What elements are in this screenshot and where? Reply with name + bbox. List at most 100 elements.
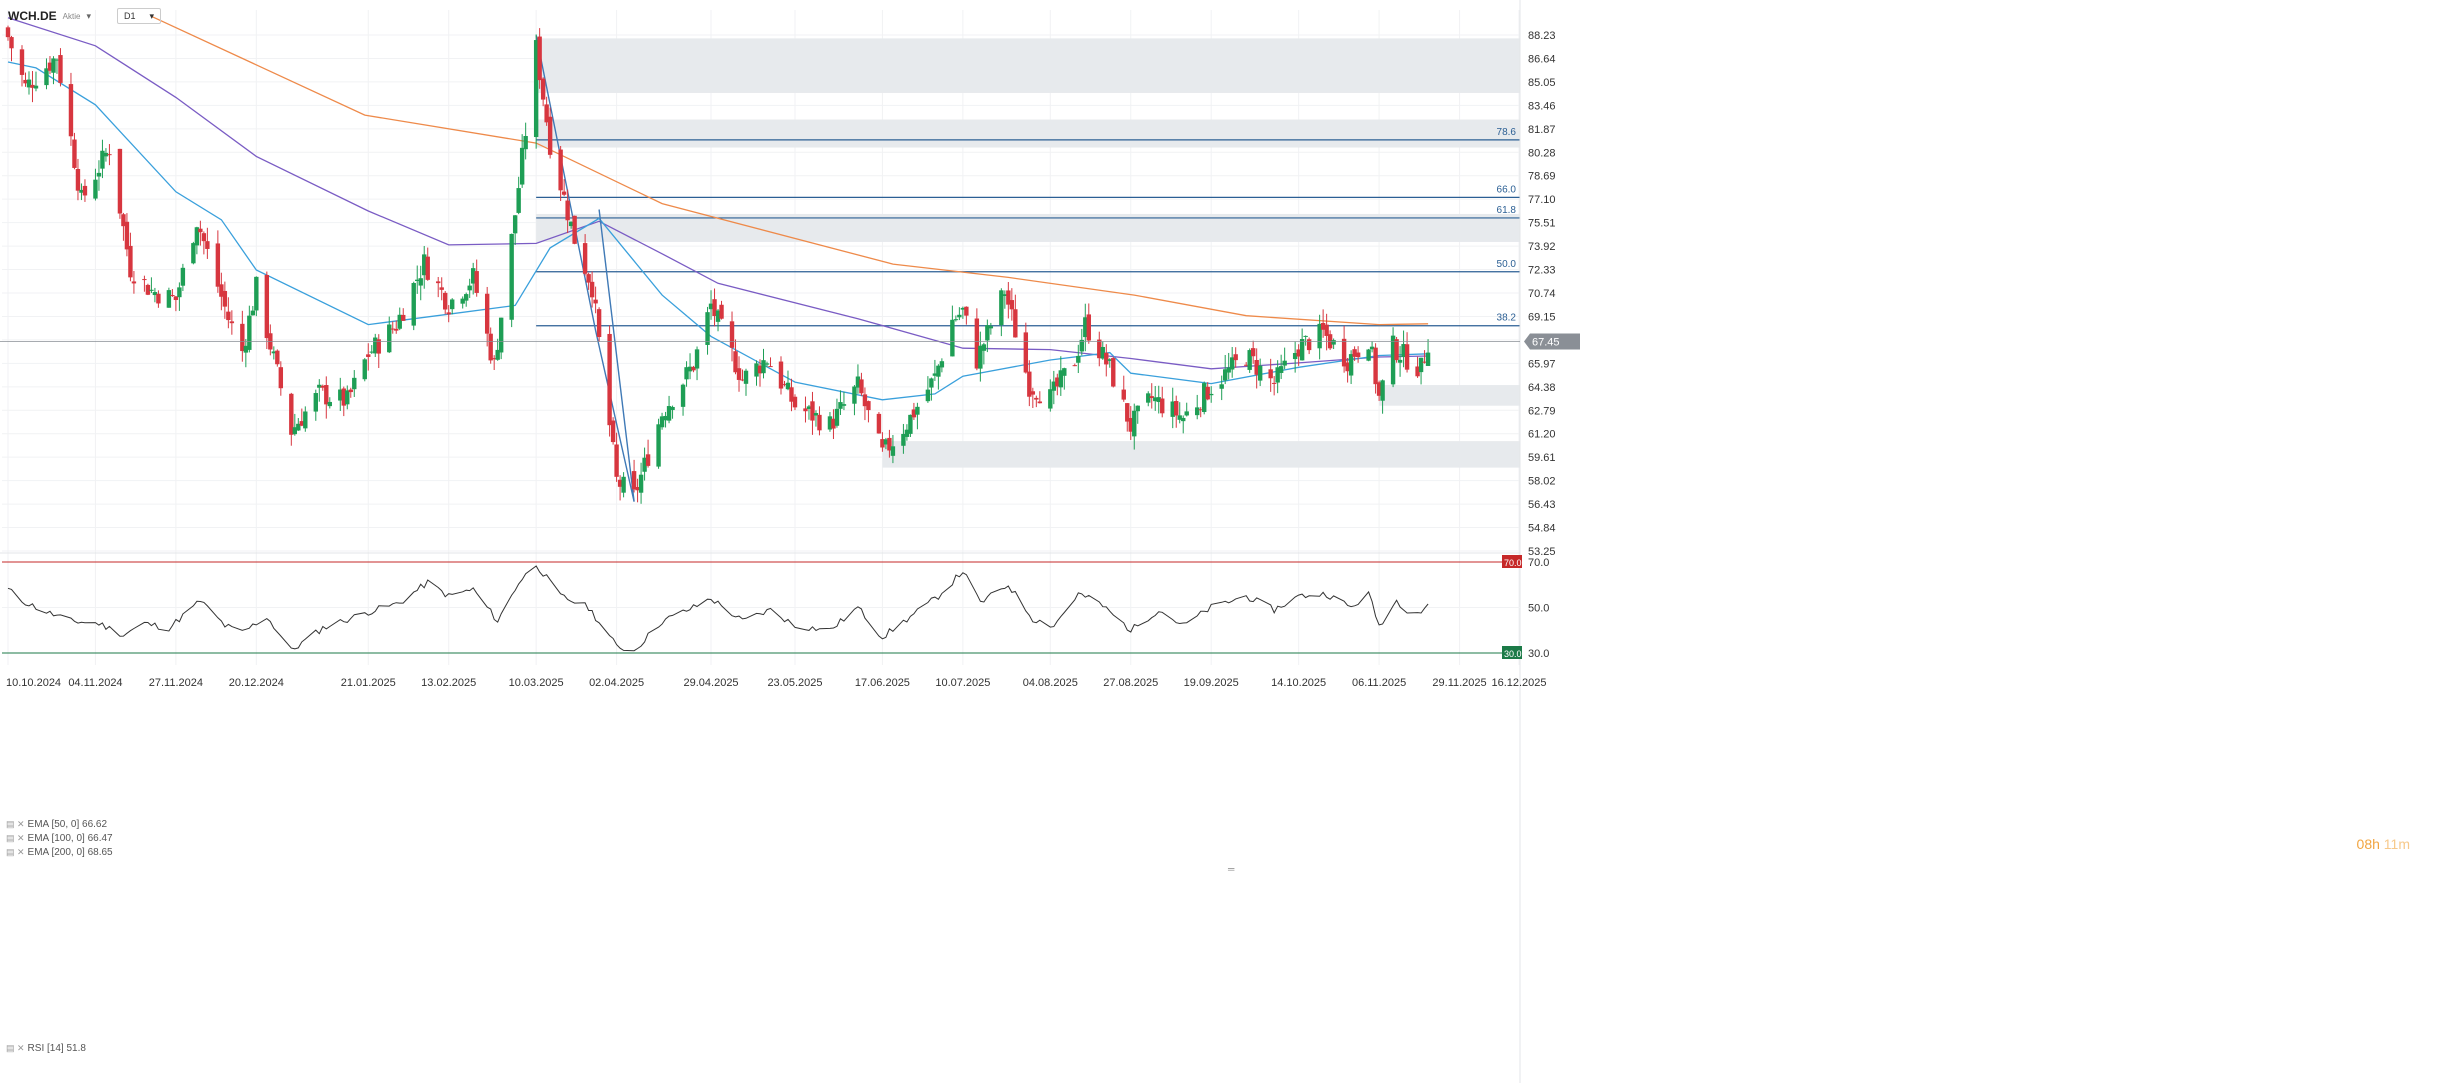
- candle-body: [271, 351, 277, 354]
- candle: [890, 434, 896, 464]
- candle-body: [558, 149, 563, 191]
- candle: [859, 372, 864, 396]
- candle: [715, 309, 721, 332]
- candle-body: [1397, 359, 1403, 363]
- date-tick-label: 21.01.2025: [341, 677, 396, 689]
- candle: [1181, 415, 1186, 434]
- candle-body: [1324, 324, 1329, 336]
- candle-body: [936, 365, 941, 377]
- pane-resize-handle[interactable]: ═: [1228, 864, 1235, 874]
- candle: [932, 359, 938, 381]
- ema50-legend[interactable]: ▤ ✕ EMA [50, 0] 66.62: [6, 819, 108, 830]
- candle: [72, 132, 77, 170]
- rsi-tick-label: 30.0: [1528, 648, 1549, 660]
- settings-icon[interactable]: ▤ ✕: [6, 833, 25, 843]
- candle-body: [240, 323, 245, 352]
- candle-body: [1278, 366, 1284, 373]
- candle: [1209, 386, 1214, 403]
- candle-body: [635, 486, 640, 491]
- symbol-label[interactable]: WCH.DE: [8, 9, 57, 23]
- candle-body: [509, 233, 514, 320]
- candle-body: [226, 311, 231, 321]
- candle-body: [565, 200, 570, 221]
- date-tick-label: 06.11.2025: [1352, 677, 1406, 689]
- candle-body: [712, 299, 717, 317]
- candle-body: [1051, 381, 1057, 391]
- candle-body: [292, 427, 298, 435]
- candle-body: [817, 414, 822, 431]
- chevron-down-icon[interactable]: ▾: [86, 10, 91, 21]
- candle-body: [96, 172, 102, 177]
- candle: [1160, 386, 1165, 418]
- candle-body: [1048, 389, 1053, 409]
- rsi-legend[interactable]: ▤ ✕ RSI [14] 51.8: [6, 1043, 86, 1054]
- candle: [813, 410, 819, 427]
- candle-body: [953, 319, 959, 321]
- candle-body: [656, 424, 661, 467]
- candle-body: [82, 185, 88, 196]
- candle-body: [1222, 369, 1228, 381]
- candle-body: [436, 281, 441, 284]
- candle: [1233, 347, 1238, 368]
- price-tick-label: 83.46: [1528, 100, 1556, 112]
- candle: [666, 395, 672, 424]
- candle-body: [128, 245, 133, 278]
- candle-body: [1104, 352, 1109, 365]
- candle-body: [278, 367, 284, 389]
- settings-icon[interactable]: ▤ ✕: [6, 819, 25, 829]
- candle-body: [904, 429, 910, 437]
- candle: [883, 437, 889, 450]
- candle: [792, 394, 798, 411]
- candle: [1034, 395, 1039, 408]
- candle-body: [593, 299, 598, 304]
- candle-body: [1111, 358, 1116, 387]
- candle: [617, 475, 623, 501]
- candle: [1243, 362, 1249, 367]
- candle: [418, 265, 423, 301]
- candle: [93, 168, 98, 201]
- candle-body: [670, 406, 675, 411]
- candle: [1303, 335, 1308, 346]
- candle: [373, 333, 378, 357]
- candle-body: [1317, 323, 1322, 349]
- candle-body: [1107, 359, 1112, 361]
- candle-body: [1121, 389, 1126, 400]
- candle-body: [1097, 339, 1102, 359]
- candle-body: [1247, 350, 1252, 370]
- candle: [659, 412, 665, 430]
- candle-body: [194, 227, 200, 246]
- candle-body: [401, 314, 406, 321]
- candle: [621, 472, 626, 498]
- candle: [1153, 385, 1158, 411]
- candle: [1104, 344, 1109, 377]
- candle: [1394, 336, 1399, 363]
- timeframe-select[interactable]: D1 ▾: [117, 8, 162, 24]
- candle-body: [215, 243, 221, 287]
- candle-body: [296, 423, 301, 431]
- settings-icon[interactable]: ▤ ✕: [6, 1043, 25, 1053]
- ema200-legend[interactable]: ▤ ✕ EMA [200, 0] 68.65: [6, 847, 113, 858]
- date-tick-label: 10.03.2025: [509, 677, 564, 689]
- candle: [317, 379, 322, 402]
- candle: [352, 370, 357, 397]
- candle-body: [348, 389, 353, 393]
- candle: [103, 148, 109, 162]
- candle: [488, 327, 493, 364]
- settings-icon[interactable]: ▤ ✕: [6, 847, 25, 857]
- ema100-legend[interactable]: ▤ ✕ EMA [100, 0] 66.47: [6, 833, 113, 844]
- candle: [785, 370, 791, 391]
- candle: [586, 272, 591, 290]
- date-tick-label: 16.12.2025: [1491, 677, 1546, 689]
- supply-demand-zone: [1379, 385, 1520, 406]
- candle: [327, 397, 332, 409]
- candle-body: [317, 384, 322, 388]
- candle-body: [810, 401, 815, 421]
- ema100-line: [7, 17, 1429, 370]
- candle: [1170, 387, 1175, 429]
- candle: [1111, 356, 1116, 388]
- candle-body: [58, 55, 63, 83]
- candle-body: [859, 379, 864, 394]
- candle: [736, 356, 742, 392]
- candle-body: [589, 281, 595, 298]
